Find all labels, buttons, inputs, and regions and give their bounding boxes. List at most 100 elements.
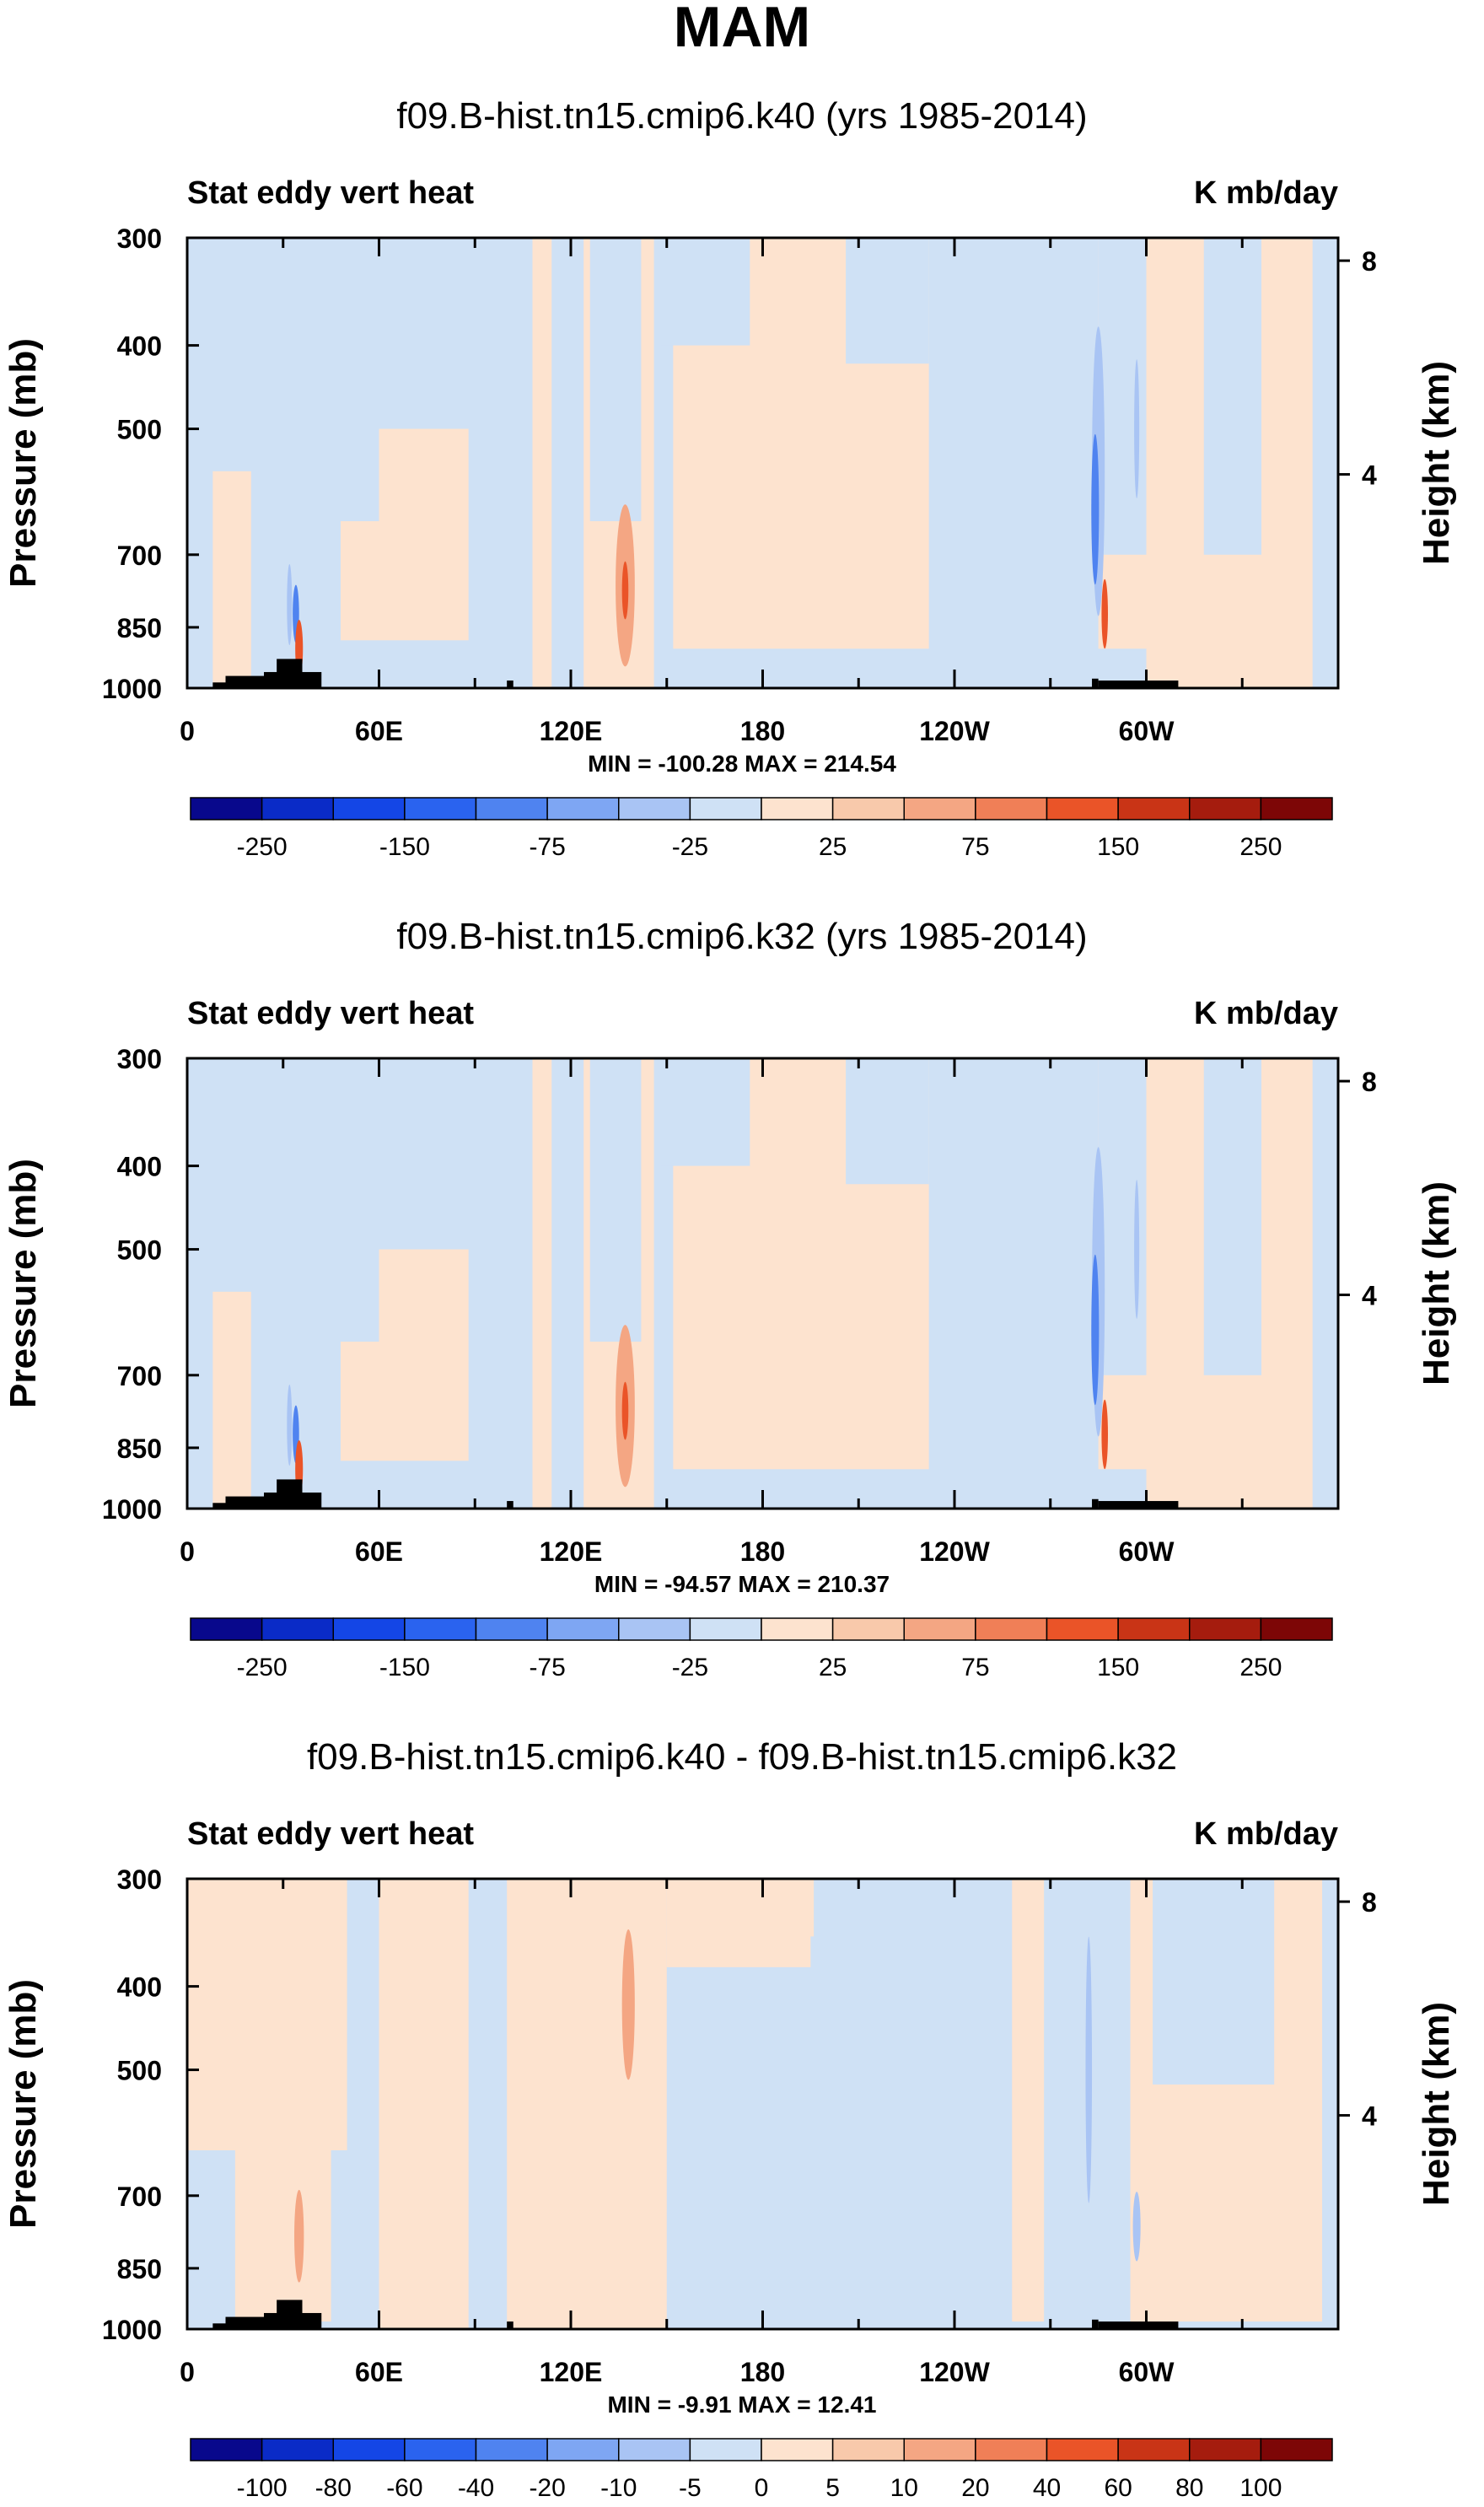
colorbar-box bbox=[1189, 2438, 1262, 2461]
colorbar-box bbox=[261, 797, 334, 820]
contour-blob bbox=[1134, 1180, 1140, 1319]
contour-region bbox=[928, 1058, 1099, 1509]
y-axis-label: Pressure (mb) bbox=[3, 1979, 44, 2229]
contour-region bbox=[1098, 1058, 1147, 1375]
colorbar-label: -25 bbox=[672, 833, 708, 861]
contour-region bbox=[379, 1879, 469, 2329]
x-tick-label: 0 bbox=[180, 716, 195, 746]
colorbar-box bbox=[975, 2438, 1048, 2461]
contour-blob bbox=[1134, 359, 1140, 498]
y-tick-label: 700 bbox=[117, 1361, 162, 1391]
colorbar-label: -150 bbox=[379, 833, 430, 861]
colorbar-box bbox=[332, 1617, 406, 1641]
contour-region bbox=[379, 1058, 481, 1250]
contour-region bbox=[1012, 1879, 1045, 2322]
colorbar-box bbox=[831, 797, 905, 820]
colorbar-box bbox=[1117, 797, 1191, 820]
colorbar-box bbox=[546, 1617, 620, 1641]
y-tick-label: 1000 bbox=[102, 674, 162, 704]
x-tick-label: 60E bbox=[355, 1536, 403, 1567]
x-tick-label: 120E bbox=[540, 1536, 603, 1567]
panel-1: f09.B-hist.tn15.cmip6.k40 (yrs 1985-2014… bbox=[3, 95, 1457, 861]
y-tick-label: 850 bbox=[117, 2254, 162, 2284]
y-right-tick-label: 4 bbox=[1362, 1281, 1377, 1311]
contour-region bbox=[379, 238, 481, 429]
colorbar-box bbox=[404, 2438, 477, 2461]
colorbar-box bbox=[332, 2438, 406, 2461]
contour-region bbox=[1098, 238, 1147, 555]
colorbar-box bbox=[1260, 2438, 1333, 2461]
min-max-stats: MIN = -9.91 MAX = 12.41 bbox=[607, 2391, 876, 2418]
contour-field bbox=[187, 1879, 1338, 2329]
contour-region bbox=[666, 648, 1147, 688]
colorbar-box bbox=[831, 1617, 905, 1641]
panel-title: f09.B-hist.tn15.cmip6.k32 (yrs 1985-2014… bbox=[396, 916, 1087, 957]
y-tick-label: 400 bbox=[117, 1152, 162, 1182]
colorbar-label: 0 bbox=[755, 2474, 769, 2502]
y-axis-label: Pressure (mb) bbox=[3, 338, 44, 588]
colorbar-box bbox=[761, 1617, 834, 1641]
terrain-block bbox=[277, 1479, 303, 1509]
colorbar-box bbox=[1046, 1617, 1119, 1641]
colorbar-label: 150 bbox=[1097, 1654, 1139, 1681]
y-tick-label: 400 bbox=[117, 1972, 162, 2003]
contour-region bbox=[468, 238, 533, 688]
terrain-block bbox=[212, 682, 226, 688]
y-tick-label: 850 bbox=[117, 613, 162, 643]
contour-region bbox=[589, 238, 642, 522]
colorbar-label: 25 bbox=[819, 1654, 847, 1681]
colorbar-label: 75 bbox=[961, 1654, 989, 1681]
contour-region bbox=[341, 238, 379, 522]
colorbar-box bbox=[1117, 2438, 1191, 2461]
colorbar-label: -20 bbox=[529, 2474, 565, 2502]
contour-region bbox=[846, 238, 929, 364]
terrain-block bbox=[507, 681, 513, 688]
contour-region bbox=[1203, 1058, 1261, 1375]
colorbar-box bbox=[975, 1617, 1048, 1641]
colorbar-box bbox=[689, 2438, 762, 2461]
terrain-block bbox=[225, 675, 264, 688]
colorbar-label: -10 bbox=[600, 2474, 637, 2502]
panel-left-label: Stat eddy vert heat bbox=[187, 996, 474, 1031]
colorbar-label: 25 bbox=[819, 833, 847, 861]
contour-region bbox=[1312, 238, 1338, 688]
colorbar-box bbox=[1189, 1617, 1262, 1641]
contour-region bbox=[589, 1058, 642, 1342]
colorbar-box bbox=[903, 2438, 976, 2461]
page-title: MAM bbox=[674, 0, 810, 59]
colorbar-label: -5 bbox=[679, 2474, 702, 2502]
colorbar-box bbox=[546, 2438, 620, 2461]
y-axis-label: Pressure (mb) bbox=[3, 1159, 44, 1408]
panel-left-label: Stat eddy vert heat bbox=[187, 1816, 474, 1852]
colorbar-box bbox=[618, 1617, 691, 1641]
colorbar-label: -80 bbox=[315, 2474, 352, 2502]
colorbar-box bbox=[1046, 2438, 1119, 2461]
contour-blob bbox=[1132, 2192, 1141, 2262]
colorbar-label: 250 bbox=[1239, 1654, 1282, 1681]
colorbar-label: 60 bbox=[1104, 2474, 1132, 2502]
colorbar-box bbox=[903, 1617, 976, 1641]
min-max-stats: MIN = -100.28 MAX = 214.54 bbox=[588, 750, 896, 777]
terrain-block bbox=[1098, 681, 1179, 688]
panel-units: K mb/day bbox=[1194, 1816, 1338, 1852]
contour-blob bbox=[294, 2189, 304, 2283]
y-tick-label: 300 bbox=[117, 223, 162, 254]
terrain-block bbox=[302, 2312, 322, 2329]
x-tick-label: 60W bbox=[1119, 716, 1175, 746]
terrain-block bbox=[1098, 2321, 1179, 2329]
y-right-axis-label: Height (km) bbox=[1416, 1181, 1457, 1385]
x-tick-label: 0 bbox=[180, 2357, 195, 2387]
colorbar-label: -25 bbox=[672, 1654, 708, 1681]
terrain-block bbox=[302, 1492, 322, 1509]
colorbar: -100 -80 -60 -40 -20 -10 -5 0 5 10 20 40 60 80 100 bbox=[190, 2438, 1333, 2502]
terrain-block bbox=[1092, 2319, 1099, 2329]
contour-region bbox=[660, 1058, 750, 1166]
y-tick-label: 500 bbox=[117, 2056, 162, 2086]
y-right-tick-label: 4 bbox=[1362, 460, 1377, 491]
y-tick-label: 700 bbox=[117, 541, 162, 571]
colorbar-box bbox=[975, 797, 1048, 820]
colorbar: -250 -150 -75 -25 25 75 150 250 bbox=[190, 797, 1333, 861]
colorbar-box bbox=[689, 1617, 762, 1641]
colorbar-label: 5 bbox=[825, 2474, 840, 2502]
x-tick-label: 180 bbox=[740, 716, 785, 746]
